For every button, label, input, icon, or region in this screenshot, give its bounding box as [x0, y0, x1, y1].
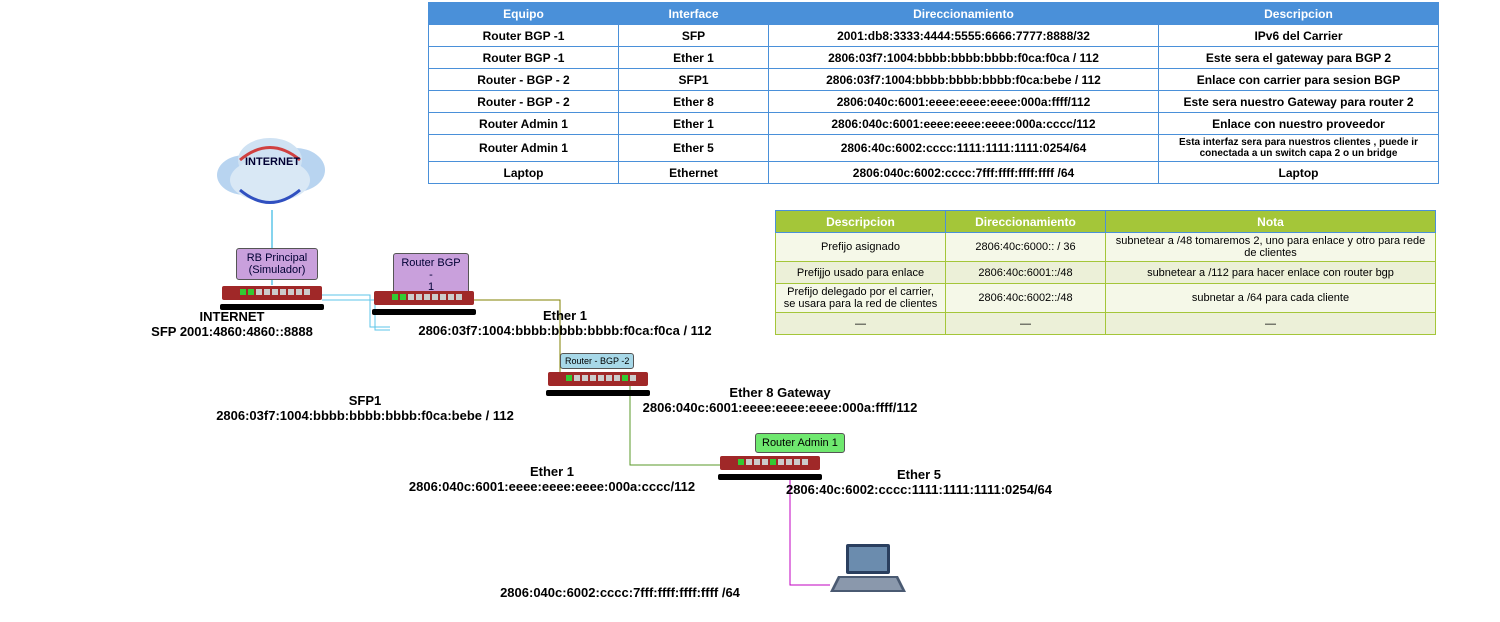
internet-iface-label: INTERNETSFP 2001:4860:4860::8888: [82, 310, 382, 340]
ether5-label: Ether 52806:40c:6002:cccc:1111:1111:1111…: [774, 468, 1064, 498]
internet-cloud: INTERNET: [210, 130, 335, 210]
ether8-label: Ether 8 Gateway2806:040c:6001:eeee:eeee:…: [635, 386, 925, 416]
sfp1-label: SFP12806:03f7:1004:bbbb:bbbb:bbbb:f0ca:b…: [200, 394, 530, 424]
internet-label: INTERNET: [210, 156, 335, 168]
addressing-table: EquipoInterfaceDireccionamientoDescripci…: [428, 2, 1439, 184]
ether1-admin-label: Ether 12806:040c:6001:eeee:eeee:eeee:000…: [382, 465, 722, 495]
bgp2-router-icon: [548, 372, 648, 392]
prefix-table: DescripcionDireccionamientoNota Prefijo …: [775, 210, 1436, 335]
rb-principal-label: RB Principal(Simulador): [236, 248, 318, 280]
ether1-bgp1-label: Ether 12806:03f7:1004:bbbb:bbbb:bbbb:f0c…: [410, 309, 720, 339]
bgp1-router-icon: [374, 291, 474, 311]
rb-router-icon: [222, 286, 322, 306]
router-admin1-label: Router Admin 1: [755, 433, 845, 453]
laptop-addr-label: 2806:040c:6002:cccc:7fff:ffff:ffff:ffff …: [470, 586, 770, 601]
laptop-icon: [828, 540, 908, 600]
router-bgp2-label: Router - BGP -2: [560, 353, 634, 369]
